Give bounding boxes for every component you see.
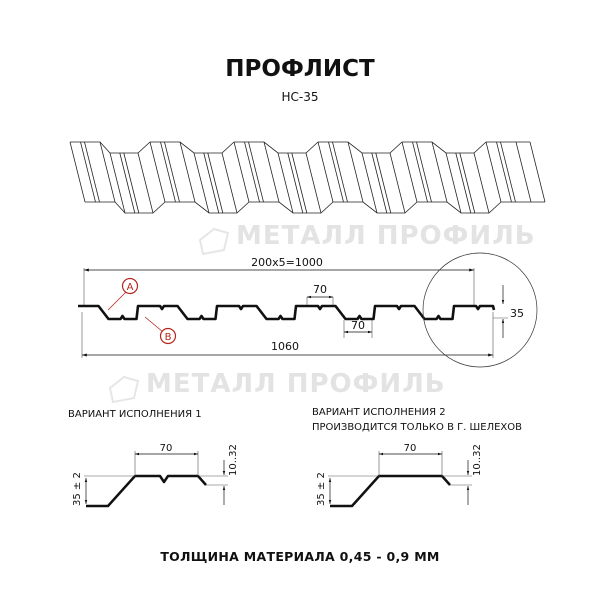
sheet-edge-line xyxy=(371,152,388,214)
sheet-edge-line xyxy=(496,141,512,203)
sheet-edge-line xyxy=(389,152,406,214)
sheet-edge-line xyxy=(412,141,428,203)
detail-circle xyxy=(422,252,538,368)
sheet-edge-line xyxy=(277,152,294,214)
sheet-edge-line xyxy=(233,141,250,203)
sheet-edge-line xyxy=(515,141,532,203)
sheet-edge-line xyxy=(69,141,86,203)
sheet-edge-line xyxy=(375,152,392,214)
sheet-edge-line xyxy=(207,152,224,214)
sheet-edge-line xyxy=(287,152,304,214)
variant-1-edge: 10..32 xyxy=(228,444,239,476)
sheet-edge-line xyxy=(347,141,364,203)
marker-b-label: B xyxy=(165,332,172,343)
variant-2-title: ВАРИАНТ ИСПОЛНЕНИЯ 2 xyxy=(312,407,446,418)
sheet-edge-line xyxy=(317,141,334,203)
sheet-edge-line xyxy=(149,141,166,203)
variant-2-height: 35 ± 2 xyxy=(316,472,327,506)
variant-1-title: ВАРИАНТ ИСПОЛНЕНИЯ 1 xyxy=(68,409,202,420)
marker-b xyxy=(159,327,177,345)
sheet-edge-line xyxy=(305,152,322,214)
sheet-edge-line xyxy=(84,141,100,203)
sheet-edge-line xyxy=(80,141,96,203)
page-subtitle: НС-35 xyxy=(281,90,318,104)
sheet-edge-line xyxy=(160,141,176,203)
sheet-edge-line xyxy=(99,141,116,203)
sheet-edge-line xyxy=(332,141,348,203)
sheet-edge-line xyxy=(485,141,502,203)
sheet-edge-line xyxy=(263,141,280,203)
sheet-edge-line xyxy=(361,152,378,214)
sheet-edge-line xyxy=(221,152,238,214)
watermark-logo: МЕТАЛЛ ПРОФИЛЬ МЕТАЛЛ ПРОФИЛЬ xyxy=(108,221,536,404)
sheet-edge-line xyxy=(459,152,476,214)
sheet-edge-line xyxy=(203,152,220,214)
sheet-edge-line xyxy=(416,141,432,203)
sheet-edge-line xyxy=(164,141,180,203)
page-title: ПРОФЛИСТ xyxy=(225,56,375,82)
variant-1: ВАРИАНТ ИСПОЛНЕНИЯ 1 70 35 ± 2 10..32 xyxy=(68,409,239,508)
variant-1-height: 35 ± 2 xyxy=(72,472,83,506)
sheet-edge-line xyxy=(455,152,472,214)
watermark-text-2: МЕТАЛЛ ПРОФИЛЬ xyxy=(146,369,446,399)
pitch-dimension: 200x5=1000 xyxy=(251,256,323,269)
material-thickness-note: ТОЛЩИНА МАТЕРИАЛА 0,45 - 0,9 ММ xyxy=(160,549,439,564)
watermark-text-1: МЕТАЛЛ ПРОФИЛЬ xyxy=(236,221,536,251)
sheet-edge-line xyxy=(193,152,210,214)
marker-a-label: A xyxy=(127,282,134,293)
variant-2-width: 70 xyxy=(404,443,417,454)
sheet-edge-line xyxy=(85,201,545,214)
sheet-edge-line xyxy=(70,141,530,154)
sheet-3d-illustration xyxy=(69,141,546,214)
sheet-edge-line xyxy=(109,152,126,214)
sheet-edge-line xyxy=(431,141,448,203)
height-dimension: 35 xyxy=(510,307,524,320)
marker-a xyxy=(121,277,139,295)
variant-1-width: 70 xyxy=(160,443,173,454)
sheet-edge-line xyxy=(119,152,136,214)
sheet-edge-line xyxy=(500,141,516,203)
sheet-edge-line xyxy=(529,141,546,203)
sheet-edge-line xyxy=(401,141,418,203)
profile-cross-section: 200x5=1000 1060 70 70 35 A B xyxy=(78,252,538,368)
sheet-edge-line xyxy=(473,152,490,214)
sheet-edge-line xyxy=(248,141,264,203)
variant-2-edge: 10..32 xyxy=(472,444,483,476)
crest-width-dimension: 70 xyxy=(313,283,327,296)
sheet-edge-line xyxy=(179,141,196,203)
sheet-edge-line xyxy=(328,141,344,203)
sheet-edge-line xyxy=(244,141,260,203)
width-dimension: 1060 xyxy=(271,340,299,353)
sheet-edge-line xyxy=(291,152,308,214)
variant-2-note: ПРОИЗВОДИТСЯ ТОЛЬКО В Г. ШЕЛЕХОВ xyxy=(312,422,522,433)
trough-width-dimension: 70 xyxy=(351,319,365,332)
variant-2: ВАРИАНТ ИСПОЛНЕНИЯ 2 ПРОИЗВОДИТСЯ ТОЛЬКО… xyxy=(312,407,522,508)
sheet-edge-line xyxy=(137,152,154,214)
sheet-edge-line xyxy=(445,152,462,214)
sheet-edge-line xyxy=(123,152,140,214)
